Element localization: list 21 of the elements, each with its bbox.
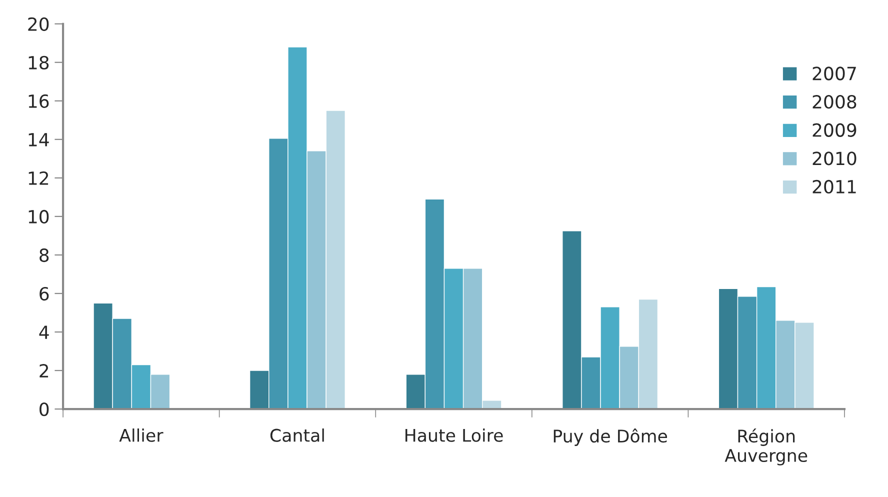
y-tick-label: 8 xyxy=(40,248,49,262)
legend-label: 2008 xyxy=(812,94,856,109)
y-tick-label: 10 xyxy=(28,210,49,224)
y-tick-label: 12 xyxy=(28,171,48,185)
x-tick-label: Cantal xyxy=(270,428,324,442)
legend-label: 2007 xyxy=(812,66,856,80)
y-tick-label: 0 xyxy=(40,402,49,416)
y-tick-label: 14 xyxy=(28,133,49,146)
legend-label: 2009 xyxy=(812,123,856,137)
y-tick-label: 18 xyxy=(28,56,49,70)
y-tick-label: 16 xyxy=(28,94,49,108)
y-tick-label: 6 xyxy=(40,286,49,301)
x-tick-label: Région Auvergne xyxy=(724,428,808,466)
y-tick-label: 2 xyxy=(40,364,48,378)
x-tick-label: Haute Loire xyxy=(405,428,503,442)
y-tick-label: 4 xyxy=(39,326,49,339)
legend-label: 2011 xyxy=(812,180,856,194)
x-tick-label: Allier xyxy=(119,428,164,442)
x-tick-label: Puy de Dôme xyxy=(554,428,668,446)
y-tick-label: 20 xyxy=(28,17,49,31)
legend-label: 2010 xyxy=(812,152,856,166)
